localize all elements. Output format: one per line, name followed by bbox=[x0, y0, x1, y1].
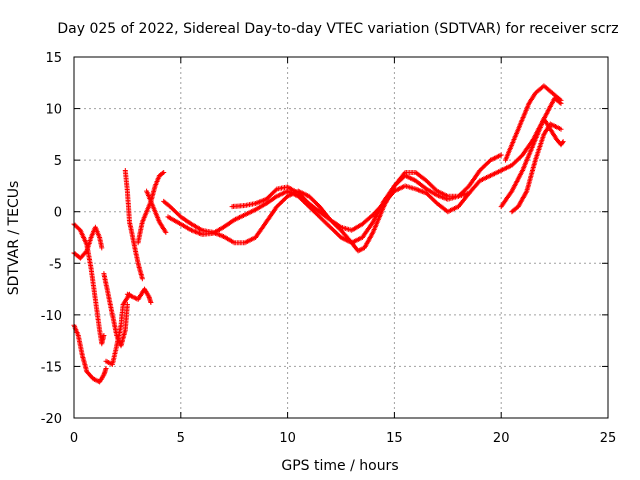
y-tick-label: -5 bbox=[49, 257, 62, 272]
y-tick-label: 15 bbox=[45, 51, 62, 66]
grid-lines bbox=[74, 57, 608, 418]
series-trace-5 bbox=[103, 291, 133, 367]
series-trace-9 bbox=[144, 188, 169, 235]
y-axis-label: SDTVAR / TECUs bbox=[6, 181, 22, 296]
y-tick-label: -20 bbox=[41, 412, 62, 427]
series-trace-10 bbox=[161, 152, 504, 254]
series-trace-12 bbox=[229, 95, 564, 233]
y-axis-ticks: -20 -15 -10 -5 0 5 10 15 bbox=[41, 51, 608, 427]
y-tick-label: 5 bbox=[54, 154, 62, 169]
chart-title: Day 025 of 2022, Sidereal Day-to-day VTE… bbox=[57, 21, 618, 37]
x-tick-label: 0 bbox=[70, 431, 78, 446]
x-axis-label: GPS time / hours bbox=[281, 458, 398, 474]
series-trace-15 bbox=[503, 83, 564, 163]
x-axis-ticks: 0 5 10 15 20 25 bbox=[70, 57, 616, 446]
x-tick-label: 20 bbox=[493, 431, 510, 446]
plus-markers bbox=[509, 121, 564, 215]
data-points bbox=[71, 83, 566, 385]
y-tick-label: 0 bbox=[54, 206, 62, 221]
plus-markers bbox=[71, 322, 109, 385]
x-tick-label: 5 bbox=[177, 431, 185, 446]
plot-frame bbox=[73, 56, 609, 419]
series-trace-11 bbox=[165, 173, 472, 246]
plus-markers bbox=[503, 83, 564, 163]
y-tick-label: -10 bbox=[41, 309, 62, 324]
plus-markers bbox=[124, 286, 154, 305]
x-tick-label: 15 bbox=[386, 431, 403, 446]
y-tick-label: -15 bbox=[41, 360, 62, 375]
plus-markers bbox=[144, 188, 169, 235]
plus-markers bbox=[122, 168, 145, 282]
x-tick-label: 25 bbox=[600, 431, 617, 446]
series-trace-14 bbox=[509, 121, 564, 215]
series-trace-6 bbox=[124, 286, 154, 305]
x-tick-label: 10 bbox=[279, 431, 296, 446]
series-trace-7 bbox=[122, 168, 145, 282]
plus-markers bbox=[161, 152, 504, 254]
series-trace-1 bbox=[71, 322, 109, 385]
y-tick-label: 10 bbox=[45, 103, 62, 118]
plus-markers bbox=[103, 291, 133, 367]
plus-markers bbox=[229, 95, 564, 233]
plus-markers bbox=[165, 173, 472, 246]
